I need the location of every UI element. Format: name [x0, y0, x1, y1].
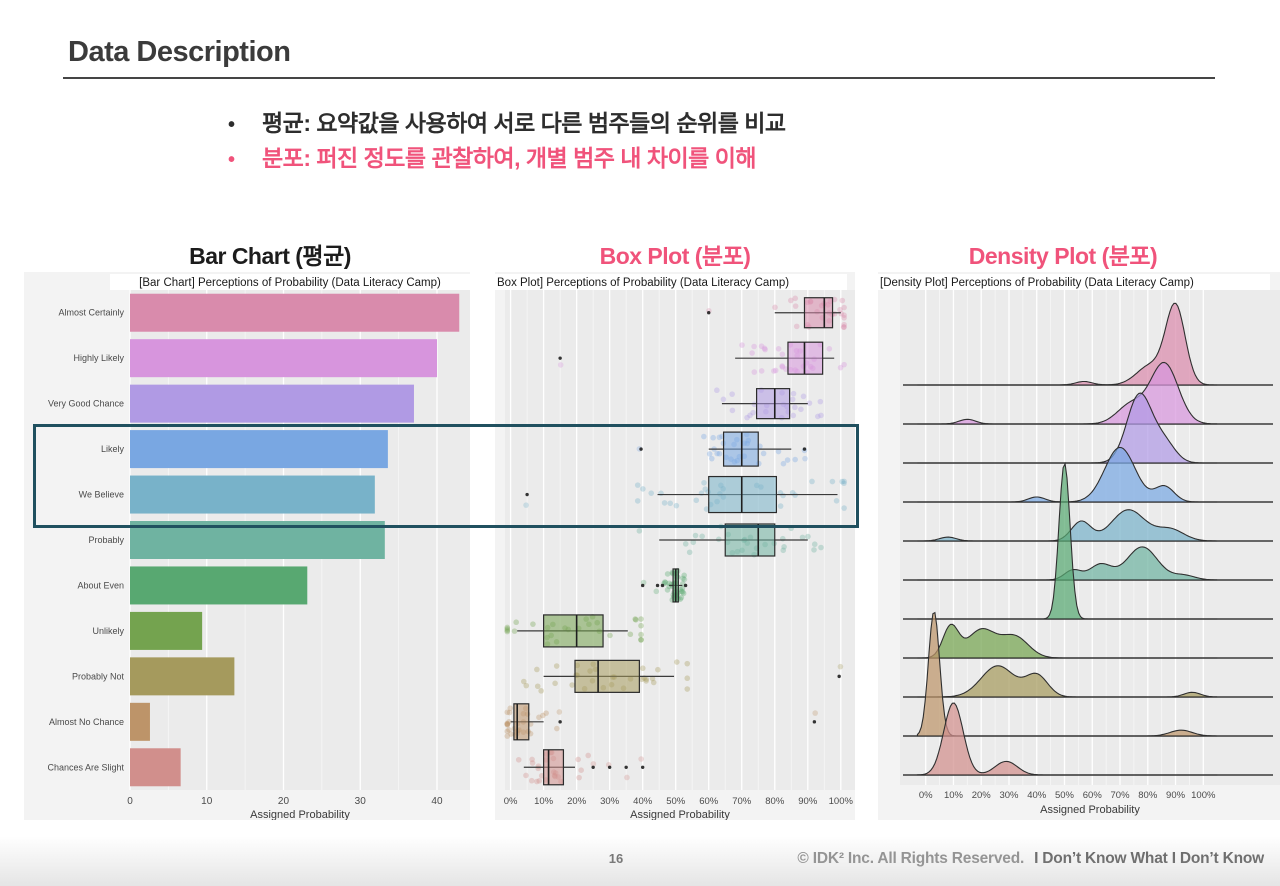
svg-text:30%: 30% — [600, 796, 620, 807]
svg-text:Unlikely: Unlikely — [92, 626, 124, 636]
svg-text:10%: 10% — [944, 790, 964, 801]
copyright-text: © IDK² Inc. All Rights Reserved. — [797, 850, 1025, 867]
svg-text:30%: 30% — [999, 790, 1019, 801]
svg-text:20%: 20% — [567, 796, 587, 807]
svg-text:Assigned Probability: Assigned Probability — [630, 809, 730, 820]
svg-text:0%: 0% — [504, 796, 518, 807]
box-plot: 0% 10% 20% 30% 40% 50% 60% 70% 80% 90% 100% Assigne… — [495, 274, 855, 821]
bar-chart-figure: Almost Certainly Highly Likely Very Good C… — [24, 272, 470, 821]
svg-text:100%: 100% — [1191, 790, 1216, 801]
svg-text:Probably Not: Probably Not — [72, 671, 125, 681]
svg-text:10: 10 — [201, 796, 213, 807]
svg-text:20: 20 — [278, 796, 290, 807]
svg-text:Likely: Likely — [101, 444, 125, 454]
bullet-item-distribution: • 분포: 퍼진 정도를 관찰하여, 개별 범주 내 차이를 이해 — [228, 139, 786, 174]
bar-chart: Almost Certainly Highly Likely Very Good C… — [47, 274, 470, 821]
footer-copyright: © IDK² Inc. All Rights Reserved. I Don’t … — [797, 850, 1264, 868]
svg-text:20%: 20% — [972, 790, 992, 801]
svg-text:About Even: About Even — [77, 580, 124, 590]
svg-text:40: 40 — [431, 796, 443, 807]
likely-webelieve-highlight-box — [33, 424, 859, 528]
svg-text:90%: 90% — [798, 796, 818, 807]
svg-text:[Bar Chart] Perceptions of Pro: [Bar Chart] Perceptions of Probability (… — [139, 277, 441, 289]
density-plot: 0% 10% 20% 30% 40% 50% 60% 70% 80% 90% 100% Assigne… — [878, 274, 1280, 816]
svg-text:Almost Certainly: Almost Certainly — [58, 308, 124, 318]
svg-text:70%: 70% — [1111, 790, 1131, 801]
svg-text:Almost No Chance: Almost No Chance — [49, 717, 124, 727]
svg-text:0%: 0% — [919, 790, 933, 801]
footer-tagline: I Don’t Know What I Don’t Know — [1034, 850, 1264, 867]
bullet-text-distribution: 분포: 퍼진 정도를 관찰하여, 개별 범주 내 차이를 이해 — [262, 145, 757, 171]
svg-text:Chances Are Slight: Chances Are Slight — [47, 762, 124, 772]
svg-text:Assigned Probability: Assigned Probability — [1040, 804, 1140, 816]
bar-chart-heading: Bar Chart (평균) — [189, 243, 351, 269]
svg-text:80%: 80% — [1138, 790, 1158, 801]
title-divider — [63, 77, 1215, 79]
bullet-item-mean: • 평균: 요약값을 사용하여 서로 다른 범주들의 순위를 비교 — [228, 104, 786, 139]
svg-text:60%: 60% — [699, 796, 719, 807]
bullet-text-mean: 평균: 요약값을 사용하여 서로 다른 범주들의 순위를 비교 — [262, 110, 786, 136]
svg-text:[Density Plot] Perceptions of: [Density Plot] Perceptions of Probabilit… — [880, 277, 1194, 289]
svg-text:70%: 70% — [732, 796, 752, 807]
svg-text:90%: 90% — [1166, 790, 1186, 801]
svg-text:80%: 80% — [765, 796, 785, 807]
svg-text:Highly Likely: Highly Likely — [73, 353, 124, 363]
svg-text:60%: 60% — [1083, 790, 1103, 801]
svg-text:40%: 40% — [633, 796, 653, 807]
bullet-dot: • — [228, 114, 236, 136]
bullet-list: • 평균: 요약값을 사용하여 서로 다른 범주들의 순위를 비교 • 분포: … — [228, 104, 786, 174]
svg-text:Very Good Chance: Very Good Chance — [48, 399, 124, 409]
svg-text:100%: 100% — [829, 796, 854, 807]
bullet-dot: • — [228, 149, 236, 171]
density-plot-figure: 0% 10% 20% 30% 40% 50% 60% 70% 80% 90% 100% Assigne… — [878, 272, 1280, 820]
svg-text:Assigned Probability: Assigned Probability — [250, 809, 350, 820]
box-plot-heading: Box Plot (분포) — [599, 243, 751, 269]
svg-text:40%: 40% — [1027, 790, 1047, 801]
svg-text:30: 30 — [355, 796, 367, 807]
svg-text:Probably: Probably — [88, 535, 124, 545]
svg-text:50%: 50% — [666, 796, 686, 807]
svg-text:We Believe: We Believe — [79, 490, 124, 500]
svg-text:50%: 50% — [1055, 790, 1075, 801]
box-plot-figure: 0% 10% 20% 30% 40% 50% 60% 70% 80% 90% 100% Assigne… — [495, 272, 855, 821]
page-title: Data Description — [68, 36, 291, 68]
page-number: 16 — [608, 851, 624, 866]
svg-text:Box Plot] Perceptions of Proba: Box Plot] Perceptions of Probability (Da… — [497, 277, 789, 289]
density-plot-heading: Density Plot (분포) — [968, 243, 1158, 269]
svg-text:10%: 10% — [534, 796, 554, 807]
svg-text:0: 0 — [127, 796, 133, 807]
